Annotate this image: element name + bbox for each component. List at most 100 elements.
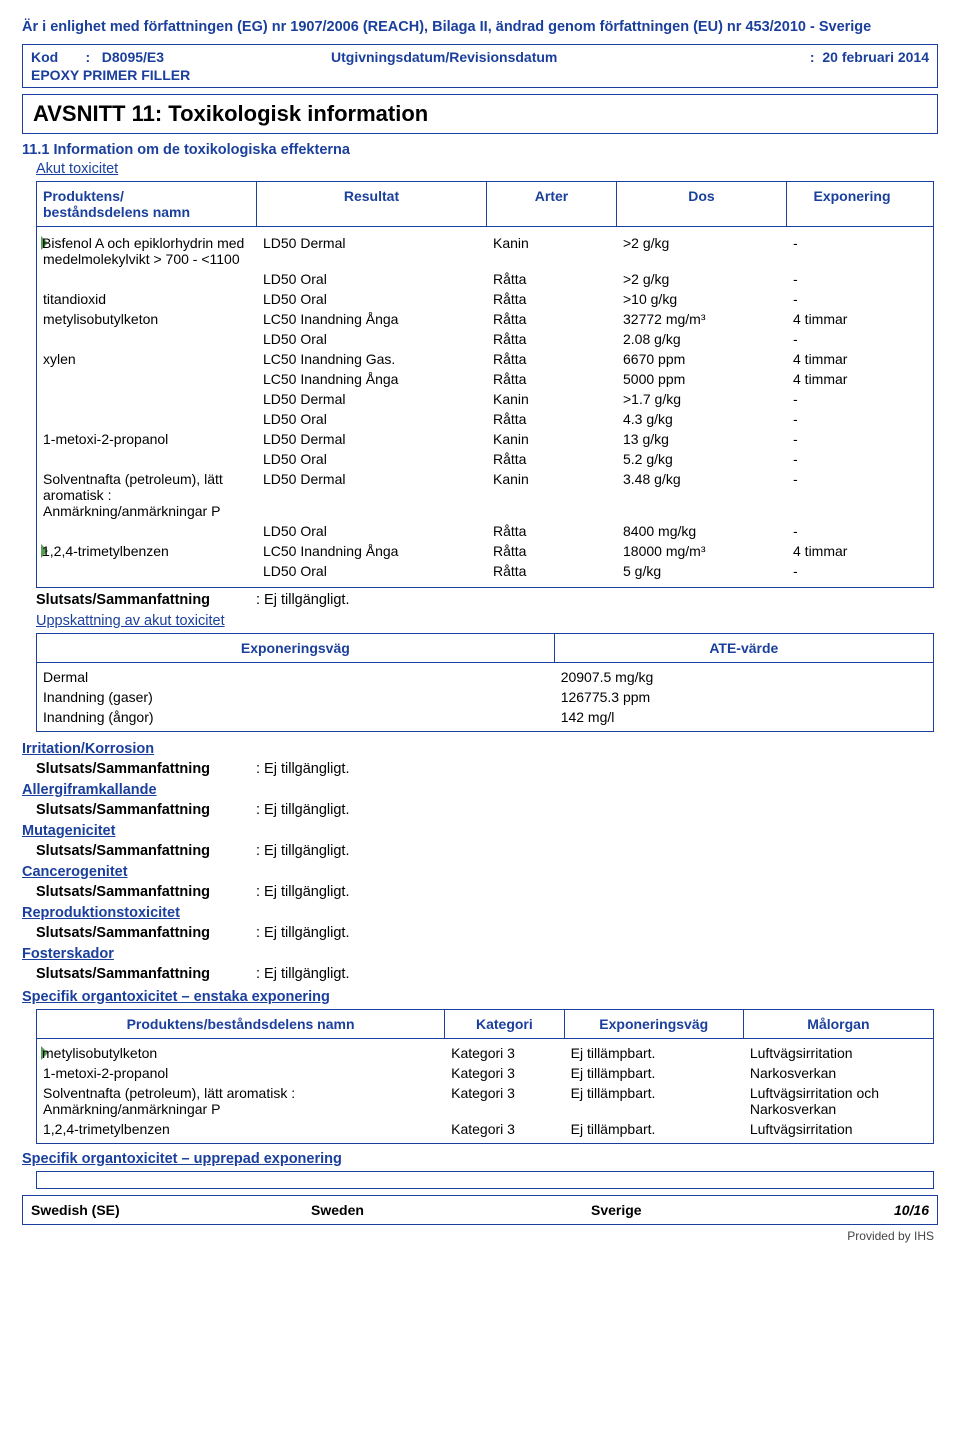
table-cell: Råtta — [487, 309, 617, 329]
table-row: LD50 OralRåtta5 g/kg- — [37, 561, 933, 581]
table-cell: - — [787, 269, 917, 289]
slutsats-label: Slutsats/Sammanfattning — [36, 802, 256, 818]
slutsats-value: : Ej tillgängligt. — [256, 761, 350, 777]
table-cell: Kanin — [487, 469, 617, 521]
table-cell: LD50 Dermal — [257, 429, 487, 449]
table-cell: Ej tillämpbart. — [565, 1063, 744, 1083]
table-cell: 18000 mg/m³ — [617, 541, 787, 561]
table-cell: 4 timmar — [787, 541, 917, 561]
table-cell: - — [787, 329, 917, 349]
section-link: Mutagenicitet — [22, 823, 115, 839]
slutsats-value: : Ej tillgängligt. — [256, 884, 350, 900]
section-link: Allergiframkallande — [22, 782, 157, 798]
stot-th-exp: Exponeringsväg — [565, 1010, 744, 1038]
table-cell: - — [787, 233, 917, 269]
table-cell: Råtta — [487, 329, 617, 349]
table-cell: LD50 Oral — [257, 289, 487, 309]
table-cell: 1,2,4-trimetylbenzen — [37, 1119, 445, 1139]
table-cell — [37, 369, 257, 389]
table-cell: 5000 ppm — [617, 369, 787, 389]
table-cell: Kanin — [487, 389, 617, 409]
slutsats-value: : Ej tillgängligt. — [256, 802, 350, 818]
slutsats-row: Slutsats/Sammanfattning: Ej tillgängligt… — [36, 966, 938, 982]
table-cell — [37, 329, 257, 349]
table-cell: LD50 Oral — [257, 269, 487, 289]
table-cell: Dermal — [37, 667, 555, 687]
stot-repeat-link: Specifik organtoxicitet – upprepad expon… — [22, 1151, 342, 1167]
th-exponering: Exponering — [787, 182, 917, 226]
table-cell: >2 g/kg — [617, 269, 787, 289]
table-cell: 32772 mg/m³ — [617, 309, 787, 329]
table-cell: Luftvägsirritation — [744, 1119, 933, 1139]
stot-table: Produktens/beståndsdelens namn Kategori … — [36, 1009, 934, 1144]
empty-table — [36, 1171, 934, 1189]
footer-country-sv: Sverige — [591, 1202, 642, 1218]
revision-label: Utgivningsdatum/Revisionsdatum — [331, 49, 810, 65]
table-row: metylisobutylketonKategori 3Ej tillämpba… — [37, 1043, 933, 1063]
table-cell: LD50 Dermal — [257, 469, 487, 521]
stot-th-mal: Målorgan — [744, 1010, 933, 1038]
kod-value: D8095/E3 — [102, 49, 164, 65]
revision-date: : 20 februari 2014 — [810, 49, 929, 65]
table-row: titandioxidLD50 OralRåtta>10 g/kg- — [37, 289, 933, 309]
table-cell: Luftvägsirritation — [744, 1043, 933, 1063]
table-cell: Råtta — [487, 409, 617, 429]
th-name: Produktens/beståndsdelens namn — [37, 182, 257, 226]
table-cell: Råtta — [487, 369, 617, 389]
table-cell: metylisobutylketon — [37, 309, 257, 329]
slutsats-value: : Ej tillgängligt. — [256, 925, 350, 941]
footer-country-en: Sweden — [311, 1202, 364, 1218]
th-resultat: Resultat — [257, 182, 487, 226]
slutsats-label: Slutsats/Sammanfattning — [36, 925, 256, 941]
table-cell: metylisobutylketon — [37, 1043, 445, 1063]
table-cell: Ej tillämpbart. — [565, 1083, 744, 1119]
table-cell: 4 timmar — [787, 309, 917, 329]
footer-lang: Swedish (SE) — [31, 1202, 120, 1218]
table-cell: Kategori 3 — [445, 1119, 565, 1139]
table-cell: LD50 Oral — [257, 449, 487, 469]
slutsats-row: Slutsats/Sammanfattning: Ej tillgängligt… — [36, 884, 938, 900]
table-cell: 1,2,4-trimetylbenzen — [37, 541, 257, 561]
table-cell: Kategori 3 — [445, 1083, 565, 1119]
footer-page: 10/16 — [894, 1202, 929, 1218]
table-cell: - — [787, 429, 917, 449]
table-cell: Inandning (ångor) — [37, 707, 555, 727]
stot-header: Produktens/beståndsdelens namn Kategori … — [37, 1010, 933, 1039]
table-cell: xylen — [37, 349, 257, 369]
section-link: Fosterskador — [22, 946, 114, 962]
slutsats-row: Slutsats/Sammanfattning: Ej tillgängligt… — [36, 802, 938, 818]
table-cell: - — [787, 521, 917, 541]
table-row: 1,2,4-trimetylbenzenLC50 Inandning ÅngaR… — [37, 541, 933, 561]
table-cell: 8400 mg/kg — [617, 521, 787, 541]
stot-body: metylisobutylketonKategori 3Ej tillämpba… — [37, 1039, 933, 1143]
tox-table-body: Bisfenol A och epiklorhydrin med medelmo… — [37, 227, 933, 587]
slutsats-label: Slutsats/Sammanfattning — [36, 761, 256, 777]
table-cell: 1-metoxi-2-propanol — [37, 1063, 445, 1083]
table-cell: Råtta — [487, 349, 617, 369]
slutsats-value: : Ej tillgängligt. — [256, 843, 350, 859]
table-row: LD50 OralRåtta5.2 g/kg- — [37, 449, 933, 469]
table-cell: >10 g/kg — [617, 289, 787, 309]
table-cell: 20907.5 mg/kg — [555, 667, 933, 687]
table-cell: 142 mg/l — [555, 707, 933, 727]
table-cell: Råtta — [487, 541, 617, 561]
table-row: LD50 OralRåtta2.08 g/kg- — [37, 329, 933, 349]
table-row: Bisfenol A och epiklorhydrin med medelmo… — [37, 233, 933, 269]
table-row: 1-metoxi-2-propanolLD50 DermalKanin13 g/… — [37, 429, 933, 449]
table-cell: - — [787, 289, 917, 309]
table-row: Inandning (ångor)142 mg/l — [37, 707, 933, 727]
slutsats-label: Slutsats/Sammanfattning — [36, 592, 256, 608]
kod-line: Kod : D8095/E3 — [31, 49, 331, 65]
table-cell: Inandning (gaser) — [37, 687, 555, 707]
tox-table: Produktens/beståndsdelens namn Resultat … — [36, 181, 934, 588]
table-cell: Råtta — [487, 269, 617, 289]
table-row: LC50 Inandning ÅngaRåtta5000 ppm4 timmar — [37, 369, 933, 389]
table-cell: Narkosverkan — [744, 1063, 933, 1083]
table-cell: Råtta — [487, 289, 617, 309]
stot-th-kat: Kategori — [445, 1010, 565, 1038]
kod-label: Kod — [31, 49, 58, 65]
table-cell: LD50 Dermal — [257, 233, 487, 269]
table-cell: 126775.3 ppm — [555, 687, 933, 707]
th-dos: Dos — [617, 182, 787, 226]
table-row: LD50 OralRåtta8400 mg/kg- — [37, 521, 933, 541]
